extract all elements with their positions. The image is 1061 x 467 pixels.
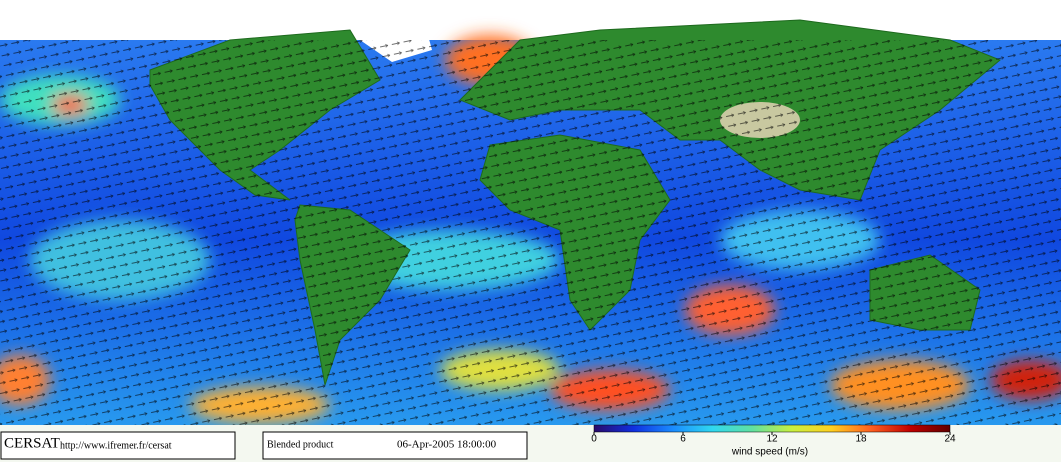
- colorbar-tick-label: 0: [591, 434, 597, 445]
- logo-box: [0, 431, 236, 460]
- logo: CERSAT: [4, 435, 60, 451]
- product: Blended product: [267, 439, 334, 450]
- colorbar-tick-label: 18: [855, 434, 867, 445]
- colorbar-tick-label: 6: [680, 434, 686, 445]
- colorbar-tick-label: 12: [766, 434, 778, 445]
- product-box: [262, 431, 528, 460]
- datetime: 06-Apr-2005 18:00:00: [397, 439, 497, 451]
- colorbar-bar: [593, 424, 951, 433]
- colorbar-label: wind speed (m/s): [731, 447, 808, 458]
- url: http://www.ifremer.fr/cersat: [60, 440, 172, 451]
- wind-vectors: [0, 40, 1061, 440]
- colorbar: 0 6 12 18 24: [591, 424, 956, 445]
- colorbar-tick-label: 24: [944, 434, 956, 445]
